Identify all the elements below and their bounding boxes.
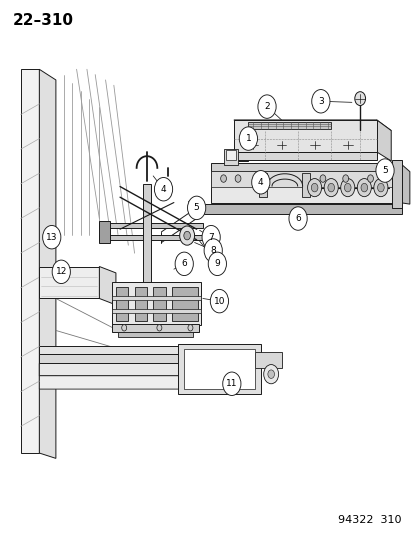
Polygon shape (301, 173, 310, 197)
Text: 12: 12 (55, 268, 67, 276)
Polygon shape (39, 364, 223, 376)
Polygon shape (233, 152, 248, 161)
Text: 22–310: 22–310 (12, 13, 73, 28)
Polygon shape (258, 173, 266, 197)
Polygon shape (39, 266, 99, 298)
Circle shape (179, 226, 194, 245)
Polygon shape (233, 120, 376, 152)
Circle shape (121, 325, 126, 331)
Polygon shape (99, 223, 202, 228)
Polygon shape (248, 122, 330, 129)
Polygon shape (116, 287, 128, 321)
Text: 9: 9 (214, 260, 220, 268)
Circle shape (307, 179, 321, 197)
Circle shape (342, 175, 348, 182)
Polygon shape (118, 332, 192, 337)
Polygon shape (376, 120, 390, 161)
Polygon shape (211, 171, 399, 203)
Polygon shape (184, 349, 254, 389)
Polygon shape (39, 69, 56, 458)
Polygon shape (211, 163, 399, 171)
Circle shape (204, 239, 222, 262)
Circle shape (222, 372, 240, 395)
Text: 94322  310: 94322 310 (337, 515, 401, 525)
Circle shape (235, 175, 240, 182)
Text: 7: 7 (208, 233, 214, 241)
Text: 10: 10 (213, 297, 225, 305)
Polygon shape (134, 287, 147, 321)
Polygon shape (211, 171, 399, 187)
Polygon shape (194, 204, 202, 220)
Circle shape (375, 159, 393, 182)
Circle shape (340, 179, 354, 197)
Text: 3: 3 (317, 97, 323, 106)
Circle shape (354, 92, 365, 106)
Polygon shape (178, 344, 260, 394)
Circle shape (220, 175, 226, 182)
Polygon shape (99, 266, 116, 305)
Polygon shape (112, 296, 200, 300)
Circle shape (319, 175, 325, 182)
Polygon shape (392, 160, 401, 208)
Circle shape (187, 196, 205, 220)
Circle shape (267, 370, 274, 378)
Circle shape (208, 252, 226, 276)
Circle shape (323, 179, 337, 197)
Polygon shape (153, 287, 165, 321)
Polygon shape (39, 354, 206, 364)
Polygon shape (233, 120, 390, 131)
Circle shape (360, 183, 367, 192)
Polygon shape (225, 150, 235, 160)
Polygon shape (112, 324, 198, 332)
Text: 5: 5 (381, 166, 387, 175)
Text: 6: 6 (181, 260, 187, 268)
Polygon shape (223, 149, 237, 165)
Circle shape (239, 127, 257, 150)
Text: 6: 6 (294, 214, 300, 223)
Circle shape (288, 207, 306, 230)
Text: 4: 4 (257, 178, 263, 187)
Circle shape (43, 225, 61, 249)
Circle shape (210, 289, 228, 313)
Circle shape (367, 175, 373, 182)
Text: 2: 2 (263, 102, 269, 111)
Text: 4: 4 (160, 185, 166, 193)
Circle shape (344, 183, 350, 192)
Circle shape (377, 183, 383, 192)
Circle shape (373, 179, 387, 197)
Polygon shape (233, 152, 376, 160)
Circle shape (52, 260, 70, 284)
Circle shape (311, 183, 317, 192)
Polygon shape (399, 163, 409, 204)
Circle shape (157, 325, 161, 331)
Text: 8: 8 (210, 246, 216, 255)
Polygon shape (202, 204, 401, 214)
Polygon shape (254, 352, 281, 368)
Text: 13: 13 (46, 233, 57, 241)
Polygon shape (112, 309, 200, 313)
Polygon shape (112, 282, 200, 325)
Polygon shape (39, 346, 206, 354)
Text: 11: 11 (225, 379, 237, 388)
Text: 1: 1 (245, 134, 251, 143)
Circle shape (311, 90, 329, 113)
Circle shape (327, 183, 334, 192)
Circle shape (356, 179, 370, 197)
Circle shape (263, 365, 278, 384)
Circle shape (175, 252, 193, 276)
Circle shape (188, 325, 192, 331)
Circle shape (251, 171, 269, 194)
Polygon shape (171, 287, 197, 321)
Circle shape (183, 231, 190, 240)
Circle shape (257, 95, 275, 118)
Circle shape (154, 177, 172, 201)
Polygon shape (142, 184, 151, 325)
Text: 5: 5 (193, 204, 199, 212)
Circle shape (202, 225, 220, 249)
Polygon shape (99, 221, 109, 243)
Polygon shape (39, 376, 240, 389)
Polygon shape (99, 235, 202, 240)
Polygon shape (21, 69, 39, 453)
